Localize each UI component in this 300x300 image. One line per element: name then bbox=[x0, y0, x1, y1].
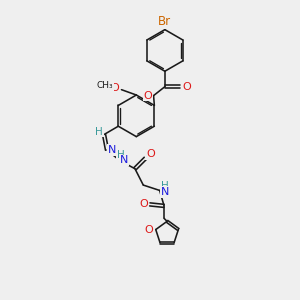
Text: CH₃: CH₃ bbox=[97, 81, 113, 90]
Text: N: N bbox=[120, 155, 128, 165]
Text: O: O bbox=[182, 82, 191, 92]
Text: H: H bbox=[95, 127, 103, 136]
Text: N: N bbox=[161, 187, 170, 197]
Text: H: H bbox=[116, 150, 124, 160]
Text: O: O bbox=[145, 224, 154, 235]
Text: H: H bbox=[161, 181, 169, 191]
Text: N: N bbox=[108, 145, 117, 155]
Text: O: O bbox=[143, 91, 152, 100]
Text: O: O bbox=[146, 149, 155, 160]
Text: O: O bbox=[139, 199, 148, 209]
Text: Br: Br bbox=[158, 15, 171, 28]
Text: O: O bbox=[111, 83, 119, 93]
